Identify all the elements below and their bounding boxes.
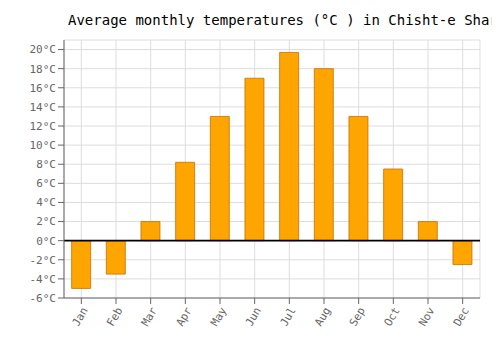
svg-text:-6°C: -6°C [30, 292, 57, 305]
svg-text:Jun: Jun [243, 305, 264, 329]
svg-text:Feb: Feb [104, 305, 125, 329]
svg-text:2°C: 2°C [36, 215, 56, 228]
svg-text:4°C: 4°C [36, 196, 56, 209]
svg-text:16°C: 16°C [30, 82, 57, 95]
svg-text:Aug: Aug [312, 305, 333, 329]
svg-text:6°C: 6°C [36, 177, 56, 190]
svg-text:Mar: Mar [139, 305, 160, 329]
svg-text:-2°C: -2°C [30, 254, 57, 267]
svg-text:Oct: Oct [381, 305, 402, 329]
svg-text:-4°C: -4°C [30, 273, 57, 286]
svg-text:14°C: 14°C [30, 101, 57, 114]
svg-text:0°C: 0°C [36, 235, 56, 248]
svg-text:Jul: Jul [277, 305, 298, 329]
svg-text:Dec: Dec [451, 305, 472, 329]
svg-text:12°C: 12°C [30, 120, 57, 133]
svg-text:20°C: 20°C [30, 43, 57, 56]
svg-text:Nov: Nov [416, 305, 437, 329]
svg-text:8°C: 8°C [36, 158, 56, 171]
svg-text:Apr: Apr [173, 305, 194, 329]
svg-text:May: May [208, 305, 229, 329]
svg-text:Sep: Sep [347, 305, 368, 329]
svg-text:10°C: 10°C [30, 139, 57, 152]
svg-text:Jan: Jan [69, 305, 90, 329]
svg-text:18°C: 18°C [30, 63, 57, 76]
